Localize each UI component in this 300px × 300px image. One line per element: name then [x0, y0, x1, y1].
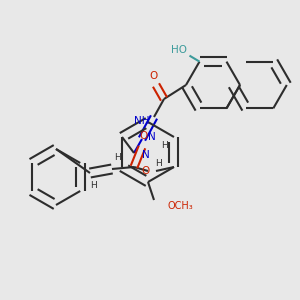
- Text: N: N: [148, 132, 156, 142]
- Text: H: H: [154, 158, 161, 167]
- Text: N: N: [142, 150, 150, 160]
- Text: O: O: [150, 71, 158, 81]
- Text: H: H: [115, 152, 122, 161]
- Text: HO: HO: [172, 45, 188, 55]
- Text: H: H: [91, 181, 98, 190]
- Text: OCH₃: OCH₃: [168, 201, 194, 211]
- Text: O: O: [142, 166, 150, 176]
- Text: NH: NH: [134, 116, 150, 126]
- Text: O: O: [140, 131, 148, 141]
- Text: H: H: [160, 140, 167, 149]
